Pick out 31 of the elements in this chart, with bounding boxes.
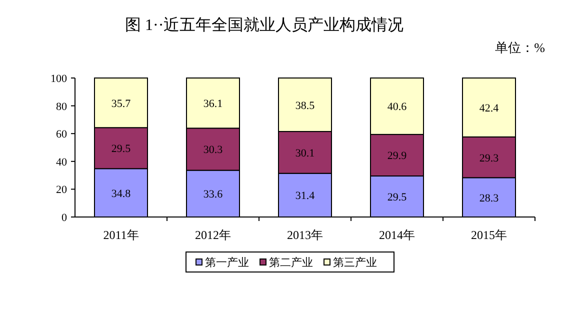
legend-label: 第一产业	[205, 256, 249, 269]
title: 图 1··近五年全国就业人员产业构成情况	[125, 17, 404, 34]
y-tick-label: 100	[50, 73, 68, 85]
y-tick-label: 80	[56, 100, 68, 113]
data-label: 30.3	[203, 144, 224, 156]
data-label: 34.8	[111, 188, 132, 200]
data-label: 36.1	[203, 98, 223, 110]
data-label: 38.5	[295, 100, 316, 112]
data-label: 29.5	[387, 191, 408, 204]
y-tick-label: 20	[56, 184, 68, 196]
legend-label: 第三产业	[333, 256, 377, 269]
y-tick-label: 40	[56, 156, 68, 168]
data-label: 29.5	[111, 143, 132, 156]
y-tick-label: 0	[62, 212, 68, 224]
data-label: 31.4	[295, 190, 316, 202]
annotation: 单位：%	[495, 40, 545, 55]
y-tick-label: 60	[56, 128, 68, 141]
data-label: 29.9	[387, 150, 408, 162]
data-label: 42.4	[479, 102, 500, 114]
legend-label: 第二产业	[269, 256, 313, 269]
x-tick-label: 2011年	[103, 228, 139, 242]
data-label: 30.1	[295, 147, 315, 160]
data-label: 29.3	[479, 152, 500, 164]
x-tick-label: 2013年	[287, 228, 323, 242]
x-tick-label: 2015年	[471, 228, 507, 242]
x-tick-label: 2014年	[379, 228, 415, 242]
x-tick-label: 2012年	[195, 228, 231, 242]
data-label: 33.6	[203, 188, 224, 201]
data-label: 35.7	[111, 98, 132, 110]
data-label: 40.6	[387, 101, 408, 114]
data-label: 28.3	[479, 192, 500, 204]
